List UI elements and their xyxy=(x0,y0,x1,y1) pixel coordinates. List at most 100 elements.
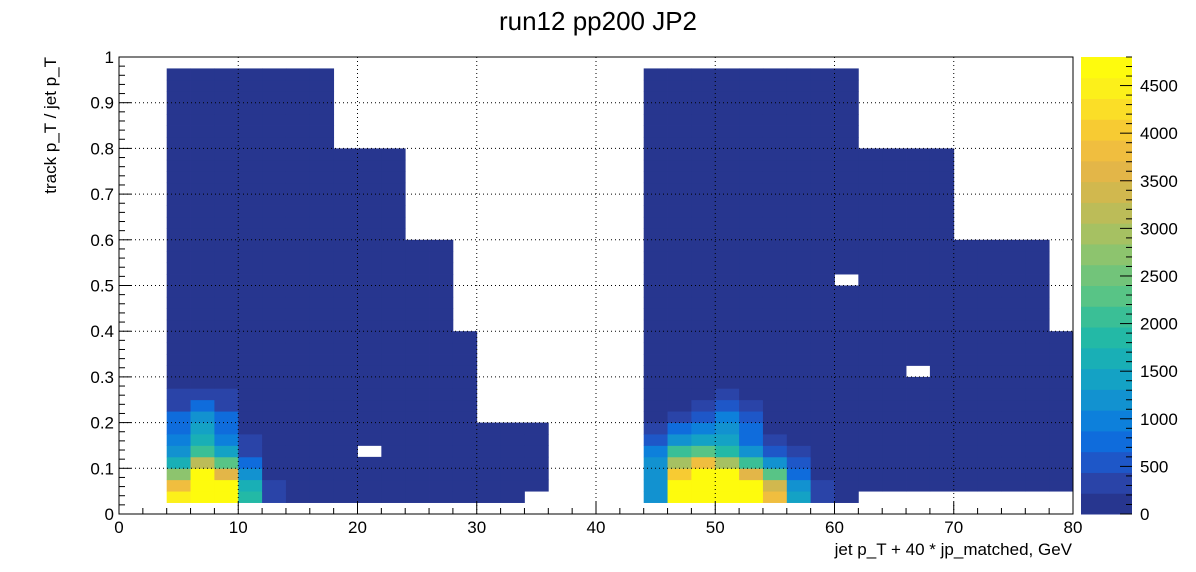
heatmap-cell xyxy=(667,91,692,104)
color-scale: 0 500 1000 1500 2000 2500 3000 3500 4000 4500 xyxy=(1081,56,1178,524)
heatmap-cell xyxy=(643,182,668,195)
heatmap-cell xyxy=(238,91,263,104)
heatmap-cell xyxy=(381,171,406,184)
heatmap-cell xyxy=(858,262,883,275)
heatmap-cell xyxy=(1025,251,1050,264)
heatmap-cell xyxy=(643,445,668,458)
heatmap-cell xyxy=(476,434,501,446)
heatmap-cell xyxy=(238,251,263,264)
heatmap-cell xyxy=(381,456,406,469)
heatmap-cell xyxy=(1025,422,1050,435)
heatmap-cell xyxy=(739,456,764,469)
heatmap-cell xyxy=(667,159,692,172)
heatmap-cell xyxy=(285,171,311,184)
heatmap-cell xyxy=(476,422,501,435)
heatmap-cell xyxy=(357,399,382,412)
heatmap-cell xyxy=(882,216,907,229)
heatmap-cell xyxy=(953,456,978,469)
x-tick-label: 80 xyxy=(1064,518,1083,537)
heatmap-cell xyxy=(1025,274,1050,286)
heatmap-cell xyxy=(786,365,812,378)
heatmap-cell xyxy=(810,171,835,184)
heatmap-cell xyxy=(739,388,764,401)
heatmap-cell xyxy=(953,239,978,252)
heatmap-cell xyxy=(643,308,668,321)
heatmap-cell xyxy=(238,216,263,229)
heatmap-cell xyxy=(357,491,382,503)
heatmap-cell xyxy=(452,434,478,446)
heatmap-cell xyxy=(262,365,287,378)
heatmap-cell xyxy=(262,411,287,423)
heatmap-cell xyxy=(667,354,692,366)
heatmap-cell xyxy=(405,331,430,344)
heatmap-cell xyxy=(166,376,191,389)
heatmap-cell xyxy=(309,479,335,492)
heatmap-cell xyxy=(333,319,358,332)
heatmap-cell xyxy=(357,262,382,275)
heatmap-cell xyxy=(190,228,215,241)
heatmap-cell xyxy=(238,399,263,412)
heatmap-cell xyxy=(357,205,382,218)
heatmap-cell xyxy=(1001,331,1026,344)
heatmap-cell xyxy=(667,468,692,481)
heatmap-cell xyxy=(834,91,859,104)
heatmap-cell xyxy=(953,445,978,458)
heatmap-cell xyxy=(977,308,1002,321)
colorbar-tick-label: 2500 xyxy=(1140,267,1178,286)
heatmap-cell xyxy=(953,388,978,401)
heatmap-cell xyxy=(452,445,478,458)
heatmap-cell xyxy=(691,159,716,172)
heatmap-cell xyxy=(1001,342,1026,355)
heatmap-cell xyxy=(858,319,883,332)
heatmap-cell xyxy=(858,285,883,298)
heatmap-cell xyxy=(214,194,239,206)
heatmap-cell xyxy=(1025,365,1050,378)
heatmap-cell xyxy=(691,285,716,298)
heatmap-cell xyxy=(381,434,406,446)
heatmap-cell xyxy=(1025,319,1050,332)
heatmap-cell xyxy=(929,399,955,412)
heatmap-cell xyxy=(739,319,764,332)
heatmap-cell xyxy=(333,205,358,218)
heatmap-cell xyxy=(715,285,740,298)
heatmap-cell xyxy=(810,285,835,298)
heatmap-cell xyxy=(882,422,907,435)
heatmap-cell xyxy=(977,354,1002,366)
heatmap-cell xyxy=(1001,468,1026,481)
heatmap-cell xyxy=(762,456,788,469)
heatmap-cell xyxy=(381,296,406,309)
heatmap-cell xyxy=(810,491,835,503)
heatmap-cell xyxy=(667,445,692,458)
heatmap-cell xyxy=(834,262,859,275)
heatmap-cell xyxy=(643,216,668,229)
heatmap-cell xyxy=(643,479,668,492)
heatmap-cell xyxy=(906,148,931,161)
heatmap-cell xyxy=(691,411,716,423)
heatmap-cell xyxy=(810,216,835,229)
colorbar-tick-label: 1000 xyxy=(1140,410,1178,429)
heatmap-cell xyxy=(381,216,406,229)
heatmap-cell xyxy=(214,354,239,366)
heatmap-cell xyxy=(190,91,215,104)
heatmap-cell xyxy=(1001,239,1026,252)
heatmap-cell xyxy=(786,182,812,195)
heatmap-cell xyxy=(309,434,335,446)
heatmap-cell xyxy=(691,148,716,161)
heatmap-cell xyxy=(333,331,358,344)
heatmap-cell xyxy=(715,228,740,241)
heatmap-cell xyxy=(691,491,716,503)
heatmap-cell xyxy=(357,159,382,172)
heatmap-cell xyxy=(715,388,740,401)
heatmap-cell xyxy=(166,468,191,481)
heatmap-cell xyxy=(262,91,287,104)
heatmap-cell xyxy=(906,296,931,309)
heatmap-cell xyxy=(715,102,740,115)
heatmap-cell xyxy=(190,114,215,126)
heatmap-cell xyxy=(810,331,835,344)
heatmap-cell xyxy=(882,354,907,366)
heatmap-cell xyxy=(715,468,740,481)
heatmap-cell xyxy=(643,159,668,172)
heatmap-cell xyxy=(715,159,740,172)
heatmap-cell xyxy=(715,68,740,81)
heatmap-cell xyxy=(429,239,454,252)
